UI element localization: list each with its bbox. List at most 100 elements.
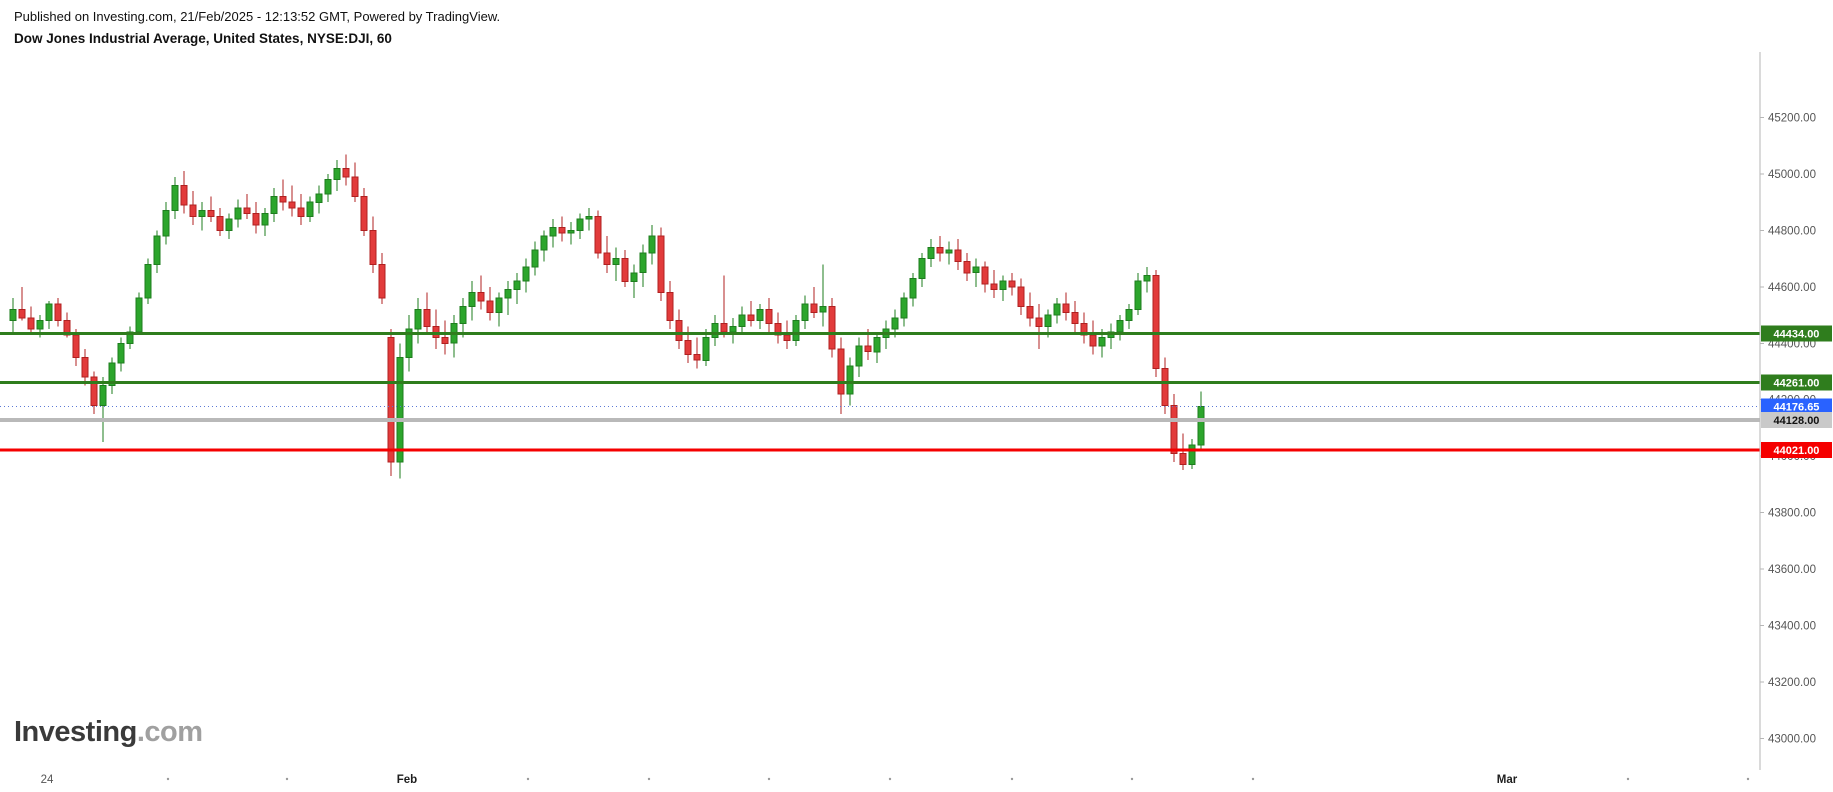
candle-body	[1008, 280, 1016, 288]
candle-body	[648, 235, 656, 254]
candle-body	[432, 325, 440, 339]
candle	[369, 216, 377, 273]
price-axis-label: 43400.00	[1768, 620, 1816, 632]
candle-body	[378, 263, 386, 299]
candle	[252, 202, 260, 234]
candle-body	[702, 337, 710, 361]
candle	[1179, 433, 1187, 471]
candle	[639, 244, 647, 287]
candle	[387, 329, 395, 476]
candle	[189, 191, 197, 225]
candle	[549, 219, 557, 248]
candle-body	[486, 300, 494, 313]
candle	[99, 377, 107, 442]
candle-body	[909, 277, 917, 299]
candle	[135, 292, 143, 335]
candle-body	[423, 308, 431, 327]
x-axis-label: Mar	[1497, 774, 1518, 786]
candle-body	[675, 320, 683, 341]
candle-body	[549, 227, 557, 237]
candle	[1071, 301, 1079, 332]
candle	[126, 326, 134, 349]
candle	[855, 337, 863, 378]
candle	[396, 343, 404, 479]
candle-body	[333, 167, 341, 181]
x-axis-label: Feb	[397, 774, 417, 786]
candle	[495, 292, 503, 327]
x-axis-tick-dot	[647, 777, 651, 781]
candle	[1161, 357, 1169, 414]
candle	[981, 261, 989, 293]
candle-body	[801, 303, 809, 322]
candle-body	[999, 280, 1007, 291]
candle-body	[225, 218, 233, 231]
candle-body	[54, 303, 62, 322]
candle	[180, 171, 188, 214]
candle	[1134, 272, 1142, 316]
x-axis-tick-dot	[166, 777, 170, 781]
candle-body	[207, 210, 215, 217]
candle-body	[819, 306, 827, 313]
candle-body	[864, 345, 872, 353]
candle	[243, 193, 251, 220]
price-axis-label: 43000.00	[1768, 733, 1816, 745]
candle	[567, 222, 575, 245]
candle-body	[342, 167, 350, 178]
candle	[1026, 292, 1034, 327]
candle	[1008, 272, 1016, 296]
candle	[477, 275, 485, 310]
candle	[225, 213, 233, 239]
candle-body	[36, 320, 44, 330]
candle	[414, 298, 422, 344]
candle-body	[891, 317, 899, 330]
candle	[81, 348, 89, 386]
candle-body	[972, 266, 980, 274]
candle-body	[621, 258, 629, 282]
candle-body	[81, 356, 89, 378]
candle-body	[639, 252, 647, 274]
price-axis-label: 43600.00	[1768, 564, 1816, 576]
candle-body	[711, 323, 719, 339]
candle-body	[693, 354, 701, 361]
candle	[18, 286, 26, 321]
price-badge	[1761, 374, 1832, 391]
price-axis-label: 43800.00	[1768, 508, 1816, 520]
x-axis-tick-dot	[1746, 777, 1750, 781]
candle	[9, 298, 17, 332]
instrument-line: Dow Jones Industrial Average, United Sta…	[14, 31, 392, 46]
candle	[261, 207, 269, 237]
candle	[45, 301, 53, 330]
candle-body	[558, 227, 566, 234]
candle	[666, 281, 674, 330]
price-badge-label: 44128.00	[1774, 415, 1820, 427]
candle	[351, 162, 359, 203]
candle-body	[792, 320, 800, 341]
candle-body	[1125, 308, 1133, 322]
candle-body	[279, 196, 287, 203]
candle-body	[162, 210, 170, 237]
candle-body	[1188, 444, 1196, 466]
logo-tld: .com	[136, 716, 203, 748]
candle	[765, 298, 773, 332]
candle-body	[810, 303, 818, 313]
candle-body	[603, 252, 611, 265]
candle-body	[1098, 337, 1106, 347]
candle	[324, 174, 332, 203]
candle	[333, 159, 341, 191]
candle-body	[873, 337, 881, 353]
candle	[315, 185, 323, 214]
price-badge	[1761, 442, 1832, 459]
candle	[342, 154, 350, 186]
candle	[558, 216, 566, 242]
candle	[279, 179, 287, 211]
candle	[990, 269, 998, 299]
candle	[873, 332, 881, 363]
candle-body	[1152, 275, 1160, 370]
candle	[1188, 439, 1196, 469]
candle	[90, 371, 98, 414]
price-badge-label: 44434.00	[1774, 329, 1820, 341]
price-badge-label: 44021.00	[1774, 445, 1820, 457]
x-axis-tick-dot	[767, 777, 771, 781]
candle-body	[513, 280, 521, 291]
